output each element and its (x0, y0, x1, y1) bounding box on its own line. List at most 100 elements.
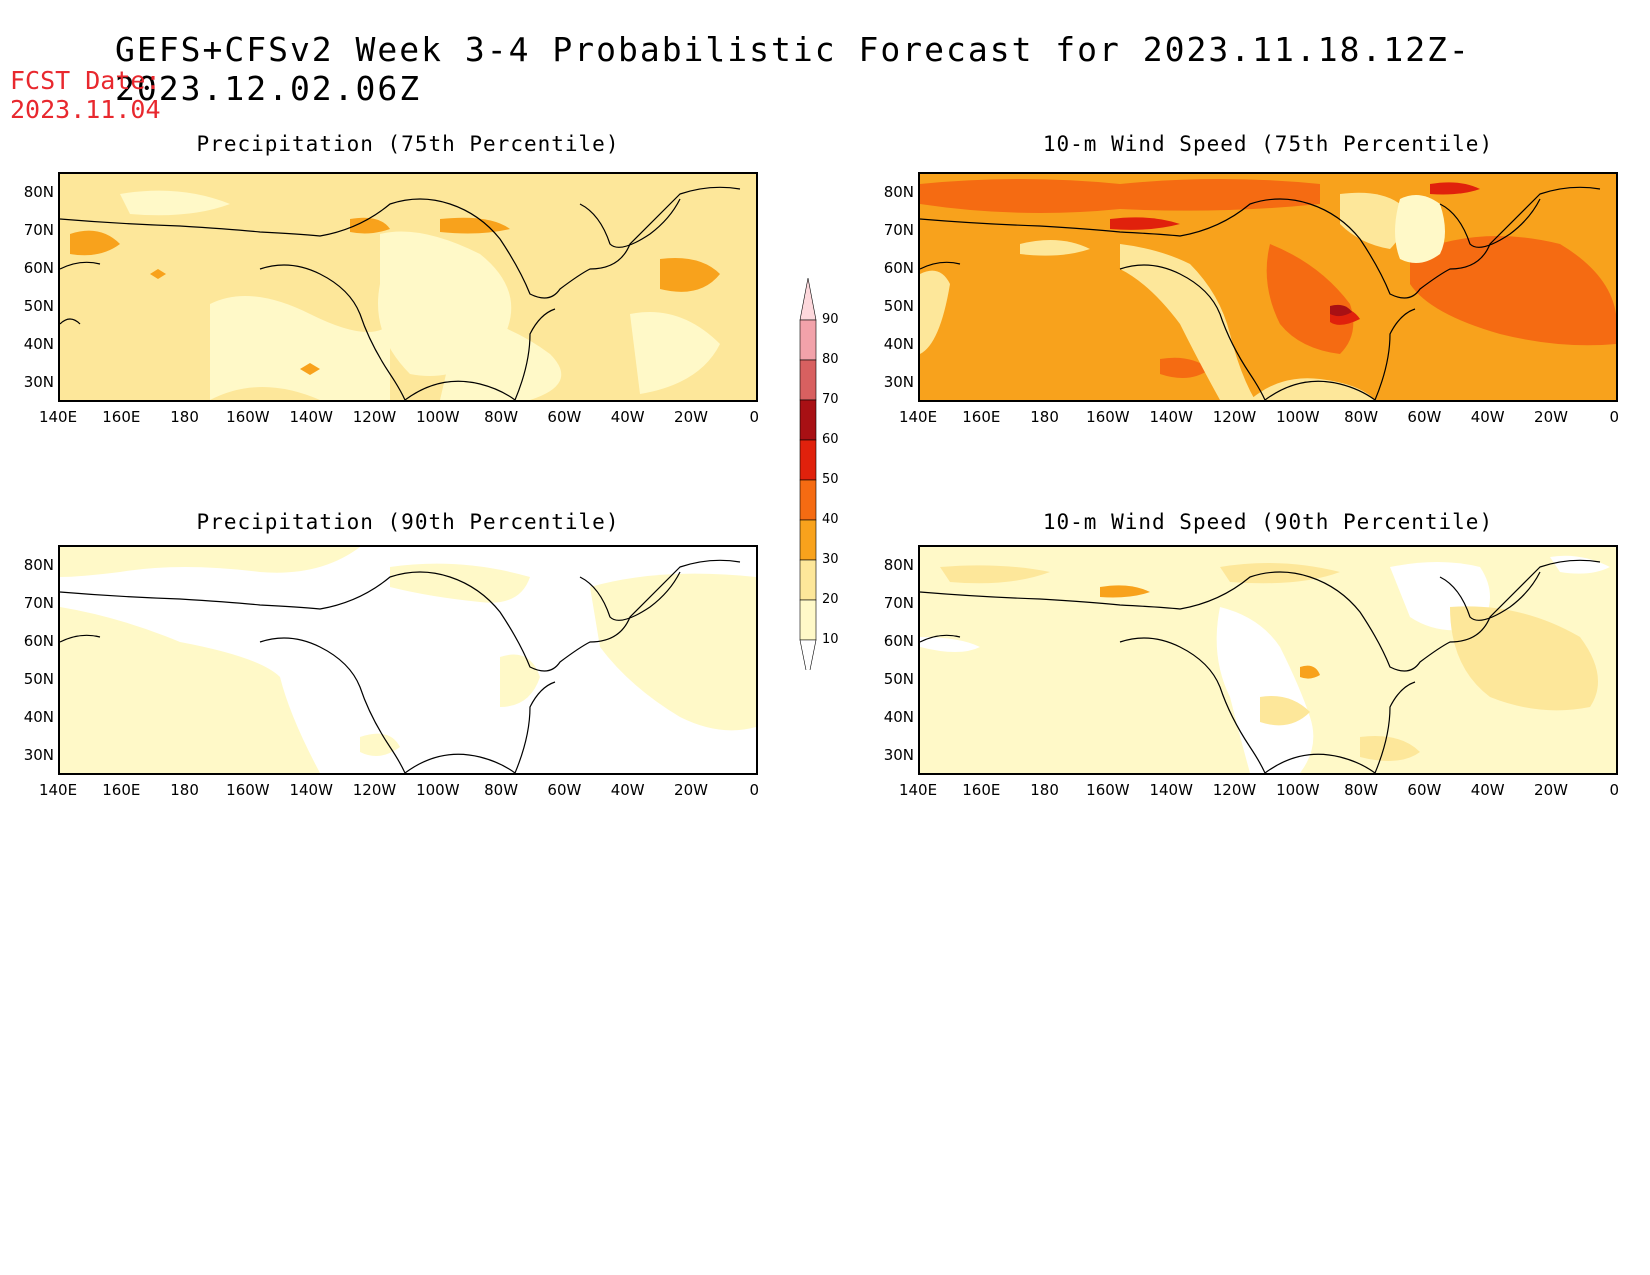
lat-tick-precip-75-50N: 50N (23, 297, 54, 315)
lon-tick-precip-75-160W: 160W (226, 408, 270, 426)
panel-title-precip-90: Precipitation (90th Percentile) (196, 510, 620, 534)
panel-title-wind-90: 10-m Wind Speed (90th Percentile) (1042, 510, 1494, 534)
lat-tick-precip-75-30N: 30N (23, 373, 54, 391)
map-wind-90 (918, 545, 1618, 775)
lon-tick-wind-90-140W: 140W (1149, 781, 1193, 799)
lon-tick-wind-90-100W: 100W (1276, 781, 1320, 799)
lon-tick-wind-90-160W: 160W (1086, 781, 1130, 799)
lat-tick-precip-75-40N: 40N (23, 335, 54, 353)
lat-tick-precip-90-70N: 70N (23, 594, 54, 612)
lat-tick-precip-90-80N: 80N (23, 556, 54, 574)
lon-tick-precip-90-60W: 60W (547, 781, 582, 799)
lat-tick-wind-75-50N: 50N (883, 297, 914, 315)
lon-tick-precip-90-140W: 140W (289, 781, 333, 799)
colorbar-label-80: 80 (822, 352, 839, 367)
lat-tick-wind-90-30N: 30N (883, 746, 914, 764)
lon-tick-precip-75-80W: 80W (484, 408, 519, 426)
lon-tick-precip-90-40W: 40W (610, 781, 645, 799)
lon-tick-precip-90-160E: 160E (102, 781, 141, 799)
lon-tick-precip-75-140W: 140W (289, 408, 333, 426)
lon-tick-precip-75-140E: 140E (38, 408, 78, 426)
lon-tick-precip-90-160W: 160W (226, 781, 270, 799)
colorbar-swatch (799, 319, 817, 361)
lon-tick-precip-75-180: 180 (170, 408, 199, 426)
forecast-date-value: 2023.11.04 (10, 95, 161, 124)
colorbar-swatch (799, 519, 817, 561)
colorbar-label-50: 50 (822, 472, 839, 487)
lon-tick-wind-90-80W: 80W (1344, 781, 1379, 799)
lon-tick-wind-90-140E: 140E (898, 781, 938, 799)
lat-tick-precip-90-50N: 50N (23, 670, 54, 688)
lon-tick-wind-90-40W: 40W (1470, 781, 1505, 799)
lon-tick-wind-75-140E: 140E (898, 408, 938, 426)
lon-tick-wind-75-160E: 160E (962, 408, 1001, 426)
panel-title-wind-75: 10-m Wind Speed (75th Percentile) (1042, 132, 1494, 156)
lon-tick-precip-75-20W: 20W (674, 408, 708, 426)
lat-tick-wind-75-60N: 60N (883, 259, 914, 277)
lon-tick-wind-75-40W: 40W (1470, 408, 1505, 426)
lat-tick-wind-75-40N: 40N (883, 335, 914, 353)
colorbar-label-20: 20 (822, 592, 839, 607)
lon-tick-wind-75-140W: 140W (1149, 408, 1193, 426)
colorbar-label-70: 70 (822, 392, 839, 407)
lon-tick-precip-90-80W: 80W (484, 781, 519, 799)
lat-tick-precip-90-40N: 40N (23, 708, 54, 726)
lon-tick-wind-75-20W: 20W (1534, 408, 1568, 426)
colorbar-label-40: 40 (822, 512, 839, 527)
lon-tick-precip-75-60W: 60W (547, 408, 582, 426)
lon-tick-precip-75-120W: 120W (352, 408, 397, 426)
colorbar-label-90: 90 (822, 312, 839, 327)
colorbar-swatch (799, 439, 817, 481)
main-title: GEFS+CFSv2 Week 3-4 Probabilistic Foreca… (115, 30, 1471, 108)
colorbar-bottom-arrow (799, 639, 817, 681)
lon-tick-wind-75-160W: 160W (1086, 408, 1130, 426)
lon-tick-wind-90-60W: 60W (1407, 781, 1442, 799)
forecast-date-label: FCST Date: (10, 66, 161, 95)
lat-tick-wind-90-80N: 80N (883, 556, 914, 574)
panel-title-precip-75: Precipitation (75th Percentile) (196, 132, 620, 156)
colorbar-swatch (799, 399, 817, 441)
lon-tick-precip-75-40W: 40W (610, 408, 645, 426)
colorbar (798, 270, 818, 681)
lon-tick-wind-75-60W: 60W (1407, 408, 1442, 426)
lat-tick-precip-75-80N: 80N (23, 183, 54, 201)
colorbar-swatch (799, 599, 817, 641)
lon-tick-wind-75-120W: 120W (1212, 408, 1257, 426)
lon-tick-precip-75-160E: 160E (102, 408, 141, 426)
lat-tick-precip-75-70N: 70N (23, 221, 54, 239)
colorbar-svg (799, 277, 817, 681)
map-precip-90 (58, 545, 758, 775)
lat-tick-precip-75-60N: 60N (23, 259, 54, 277)
lon-tick-precip-90-100W: 100W (416, 781, 460, 799)
lon-tick-wind-90-120W: 120W (1212, 781, 1257, 799)
colorbar-swatch (799, 479, 817, 521)
lon-tick-precip-90-0: 0 (749, 781, 760, 799)
lon-tick-precip-90-120W: 120W (352, 781, 397, 799)
colorbar-label-10: 10 (822, 632, 839, 647)
lon-tick-precip-90-180: 180 (170, 781, 199, 799)
lat-tick-wind-90-70N: 70N (883, 594, 914, 612)
map-precip-75 (58, 172, 758, 402)
lon-tick-precip-90-140E: 140E (38, 781, 78, 799)
lon-tick-precip-75-100W: 100W (416, 408, 460, 426)
lon-tick-wind-75-100W: 100W (1276, 408, 1320, 426)
colorbar-swatch (799, 559, 817, 601)
lat-tick-wind-75-80N: 80N (883, 183, 914, 201)
map-wind-75 (918, 172, 1618, 402)
lat-tick-wind-90-50N: 50N (883, 670, 914, 688)
lat-tick-wind-90-60N: 60N (883, 632, 914, 650)
lon-tick-precip-90-20W: 20W (674, 781, 708, 799)
lon-tick-wind-90-180: 180 (1030, 781, 1059, 799)
lat-tick-precip-90-30N: 30N (23, 746, 54, 764)
lon-tick-wind-90-160E: 160E (962, 781, 1001, 799)
lon-tick-wind-75-180: 180 (1030, 408, 1059, 426)
colorbar-top-arrow (799, 277, 817, 321)
colorbar-label-60: 60 (822, 432, 839, 447)
lon-tick-wind-75-0: 0 (1609, 408, 1620, 426)
lon-tick-wind-90-20W: 20W (1534, 781, 1568, 799)
lat-tick-precip-90-60N: 60N (23, 632, 54, 650)
lat-tick-wind-90-40N: 40N (883, 708, 914, 726)
colorbar-label-30: 30 (822, 552, 839, 567)
lat-tick-wind-75-70N: 70N (883, 221, 914, 239)
lon-tick-wind-75-80W: 80W (1344, 408, 1379, 426)
